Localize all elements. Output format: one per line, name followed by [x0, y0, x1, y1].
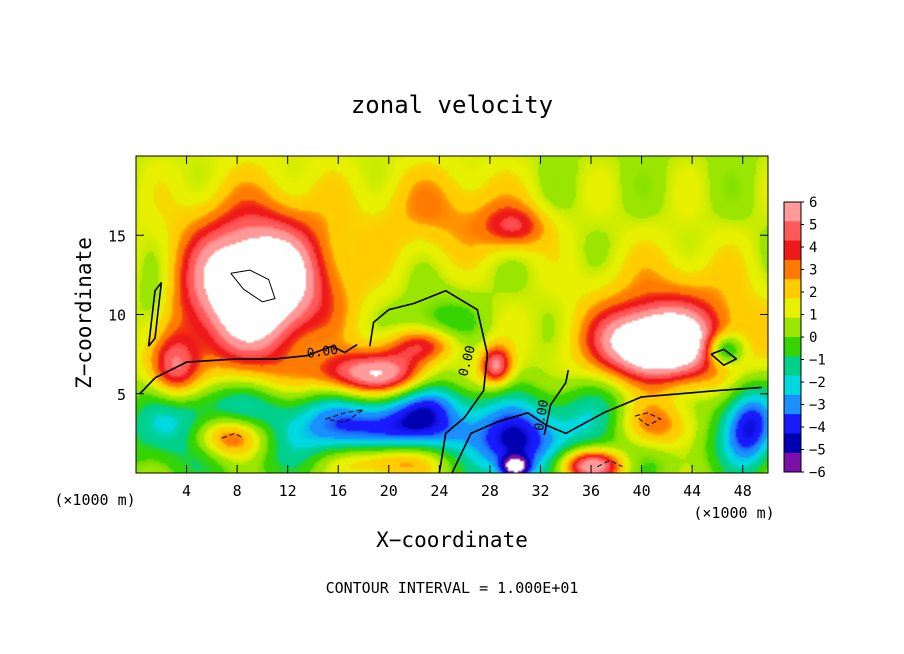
colorbar-swatch: [784, 279, 801, 299]
x-tick-label: 44: [683, 482, 701, 500]
colorbar-swatch: [784, 433, 801, 454]
x-tick-label: 16: [329, 482, 347, 500]
colorbar-swatch: [784, 452, 801, 473]
contour-value-label: 0.00: [306, 343, 339, 362]
contour-line-dashed: [221, 432, 244, 439]
contour-line-solid: [147, 281, 163, 347]
colorbar-tick-label: 5: [809, 218, 817, 234]
x-tick-label: 36: [582, 482, 600, 500]
contour-line-solid: [543, 369, 570, 436]
y-axis-label: Z−coordinate: [72, 237, 96, 389]
colorbar-tick-label: −6: [809, 465, 826, 481]
x-tick-label: 40: [633, 482, 651, 500]
contour-lines: [139, 269, 762, 474]
contour-interval-note: CONTOUR INTERVAL = 1.000E+01: [326, 579, 579, 597]
x-tick-label: 32: [531, 482, 549, 500]
colorbar-swatch: [784, 298, 801, 319]
colorbar-tick-label: 2: [809, 285, 817, 301]
colorbar-tick-label: 6: [809, 195, 817, 211]
contour-line-dashed: [634, 412, 662, 426]
contour-line-solid: [451, 386, 762, 474]
colorbar-swatch: [784, 375, 801, 396]
x-unit-label-left: (×1000 m): [54, 491, 135, 509]
colorbar-tick-label: 0: [809, 330, 817, 346]
contour-line-dashed: [325, 409, 364, 423]
x-tick-label: 20: [380, 482, 398, 500]
colorbar-tick-label: −1: [809, 353, 826, 369]
x-tick-label: 48: [734, 482, 752, 500]
colorbar-swatch: [784, 394, 801, 415]
x-axis-label: X−coordinate: [376, 528, 528, 552]
x-tick-label: 28: [481, 482, 499, 500]
colorbar-tick-label: 4: [809, 240, 817, 256]
contour-line-thin: [230, 269, 276, 303]
colorbar-swatch: [784, 317, 801, 338]
x-tick-label: 24: [430, 482, 448, 500]
colorbar-swatch: [784, 202, 801, 222]
contour-line-solid: [369, 289, 489, 474]
colorbar-swatch: [784, 259, 801, 280]
colorbar-tick-label: −5: [809, 443, 826, 459]
heatmap-field: [136, 156, 768, 473]
colorbar-tick-label: −4: [809, 420, 826, 436]
contour-labels: 0.00 0.000.00: [306, 343, 552, 432]
colorbar-swatch: [784, 240, 801, 261]
colorbar: 6 5 4 3 2 1 0 −1 −2 −3 −4 −5 −6: [783, 195, 826, 481]
colorbar-swatch: [784, 356, 801, 377]
y-axis-ticks: 5 10 15: [108, 227, 768, 404]
colorbar-swatch: [784, 221, 801, 242]
chart-title: zonal velocity: [351, 91, 553, 119]
contour-line-solid: [710, 348, 738, 367]
colorbar-swatch: [784, 337, 801, 357]
colorbar-tick-label: 1: [809, 308, 817, 324]
y-tick-label: 10: [108, 307, 126, 325]
x-tick-label: 12: [279, 482, 297, 500]
colorbar-tick-label: −2: [809, 375, 826, 391]
colorbar-tick-label: 3: [809, 263, 817, 279]
colorbar-tick-label: −3: [809, 398, 826, 414]
contour-line-solid: [139, 343, 358, 395]
x-tick-label: 4: [182, 482, 191, 500]
x-axis-ticks: 4 8 12 16 20 24 28 32 36 40 44 48: [182, 156, 752, 500]
contour-line-dashed: [597, 459, 623, 468]
contour-value-label: 0.00: [532, 399, 552, 432]
y-tick-label: 5: [117, 386, 126, 404]
x-tick-label: 8: [233, 482, 242, 500]
y-tick-label: 15: [108, 227, 126, 245]
colorbar-swatch: [784, 414, 801, 434]
x-unit-label-right: (×1000 m): [693, 504, 774, 522]
